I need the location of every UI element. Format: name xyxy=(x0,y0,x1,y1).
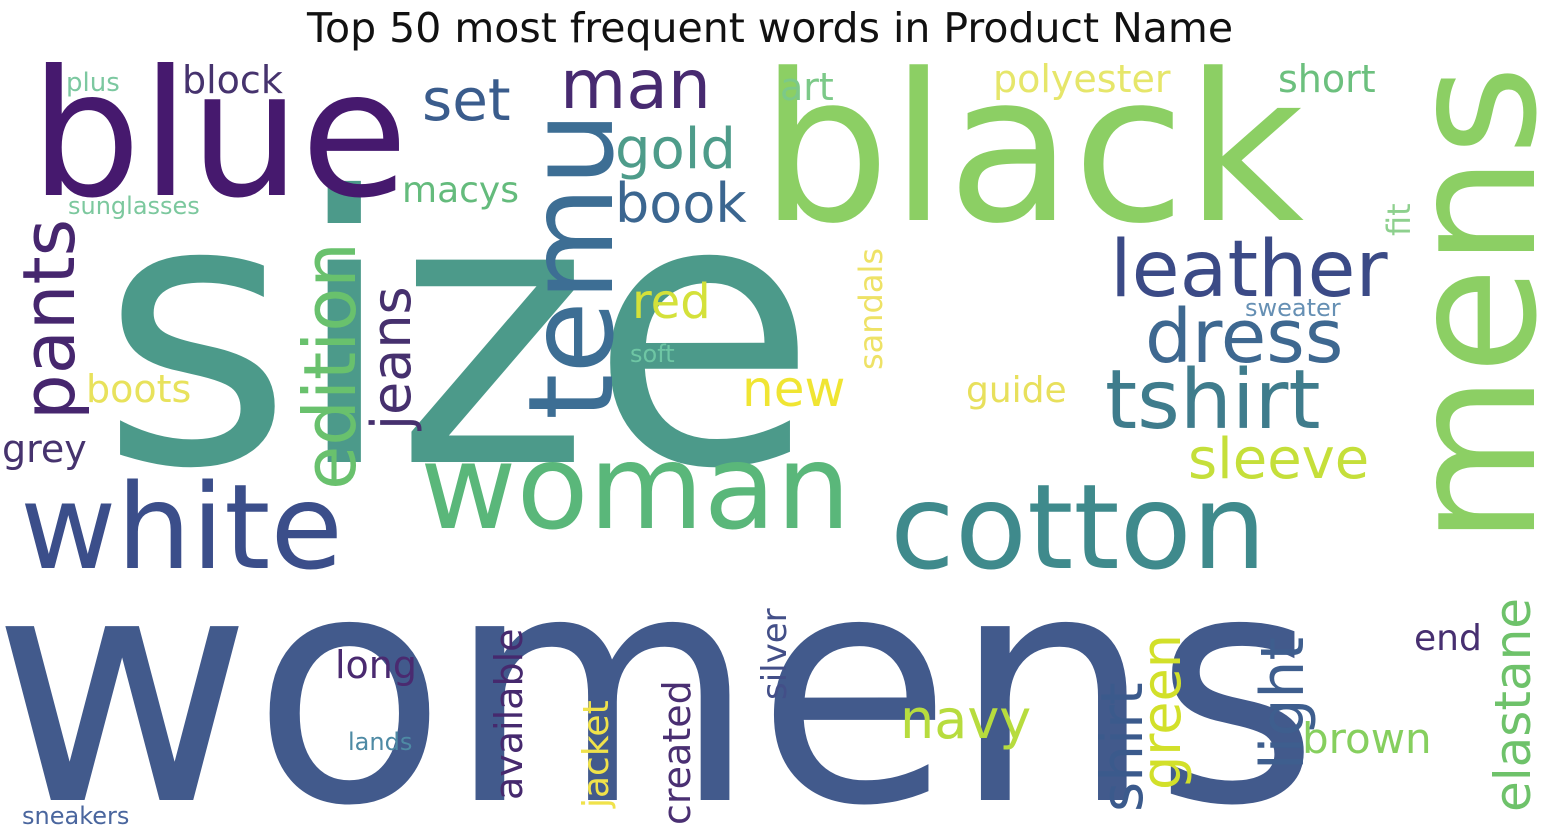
word-silver: silver xyxy=(755,608,795,700)
word-boots: boots xyxy=(86,367,191,411)
word-jacket: jacket xyxy=(576,700,617,809)
chart-title: Top 50 most frequent words in Product Na… xyxy=(306,4,1234,52)
word-gold: gold xyxy=(615,117,736,182)
word-temu: temu xyxy=(502,111,640,420)
word-plus: plus xyxy=(66,68,120,98)
word-available: available xyxy=(487,628,531,800)
word-red: red xyxy=(632,274,711,330)
word-sneakers: sneakers xyxy=(22,802,129,830)
word-edition: edition xyxy=(288,242,372,490)
word-created: created xyxy=(655,680,699,825)
word-set: set xyxy=(422,66,511,134)
word-sleeve: sleeve xyxy=(1188,427,1369,492)
word-end: end xyxy=(1414,618,1482,659)
word-grey: grey xyxy=(2,427,87,471)
word-jeans: jeans xyxy=(360,286,423,431)
word-dress: dress xyxy=(1145,294,1343,380)
word-soft: soft xyxy=(630,340,675,368)
word-polyester: polyester xyxy=(993,57,1171,101)
word-woman: woman xyxy=(420,418,851,556)
word-short: short xyxy=(1278,57,1376,101)
word-elastane: elastane xyxy=(1484,598,1542,812)
word-macys: macys xyxy=(402,170,519,211)
word-long: long xyxy=(335,643,417,687)
word-sandals: sandals xyxy=(852,248,890,370)
word-fit: fit xyxy=(1380,203,1418,236)
word-shirt: shirt xyxy=(1088,682,1156,812)
word-size: size xyxy=(100,120,817,550)
word-black: black xyxy=(760,31,1304,269)
word-green: green xyxy=(1130,634,1193,790)
word-leather: leather xyxy=(1110,225,1388,315)
word-new: new xyxy=(742,360,845,418)
word-block: block xyxy=(182,58,283,102)
word-womens: womens xyxy=(0,505,1319,832)
word-navy: navy xyxy=(900,688,1031,751)
word-light: light xyxy=(1248,637,1318,770)
word-art: art xyxy=(780,65,834,109)
word-tshirt: tshirt xyxy=(1105,353,1321,448)
word-guide: guide xyxy=(966,370,1067,411)
word-sunglasses: sunglasses xyxy=(68,192,200,220)
word-man: man xyxy=(560,46,711,125)
word-mens: mens xyxy=(1373,65,1554,545)
word-book: book xyxy=(615,172,747,235)
word-brown: brown xyxy=(1302,714,1432,763)
word-sweater: sweater xyxy=(1245,294,1341,322)
word-white: white xyxy=(20,458,343,596)
word-lands: lands xyxy=(348,728,412,756)
word-blue: blue xyxy=(30,34,408,237)
word-cotton: cotton xyxy=(890,458,1267,596)
word-pants: pants xyxy=(7,219,91,420)
